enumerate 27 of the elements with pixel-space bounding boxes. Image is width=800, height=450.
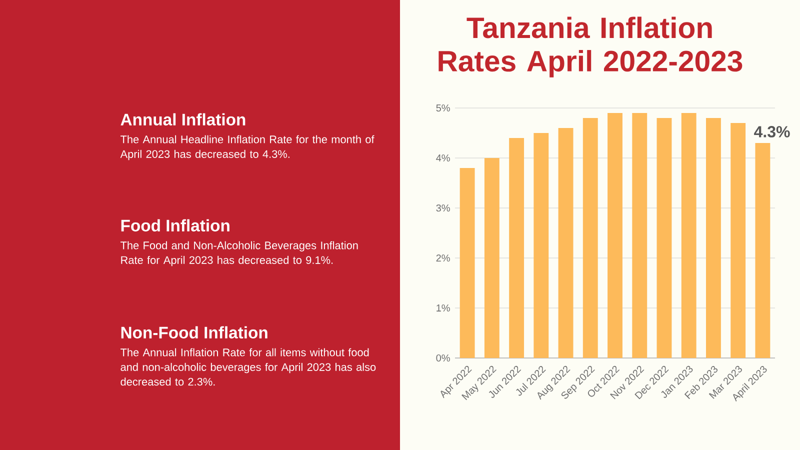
bar [656, 118, 672, 358]
y-tick-label: 4% [436, 154, 450, 162]
data-label: 4.3% [754, 126, 790, 138]
bar [706, 118, 721, 358]
y-tick-label: 3% [436, 204, 450, 212]
y-tick-label: 5% [436, 104, 450, 112]
bar [484, 158, 500, 358]
text: The Food and Non-Alcoholic Beverages Inflation Rate for April 2023 has decreased to 9.1%. [120, 241, 358, 266]
text: Annual Inflation [120, 113, 246, 126]
text: The Annual Headline Inflation Rate for the month of April 2023 has decreased to 4.3%. [120, 135, 374, 160]
bar [681, 112, 696, 358]
bar [755, 142, 770, 358]
bar [730, 122, 746, 358]
bar [582, 118, 598, 358]
chart-title: Tanzania Inflation Rates April 2022-2023 [438, 16, 742, 78]
bar [460, 168, 475, 358]
text: Food Inflation [121, 219, 230, 232]
y-tick-label: 0% [436, 354, 450, 362]
text: Non-Food Inflation [121, 326, 268, 339]
bar [608, 112, 622, 358]
y-tick-label: 1% [436, 304, 450, 312]
bar [632, 112, 648, 358]
text: The Annual Inflation Rate for all items without food and non-alcoholic beverages for April 2023 has also decreased to 2.3%. [120, 348, 376, 386]
y-tick-label: 2% [436, 254, 450, 262]
bar [558, 128, 574, 358]
bar [509, 138, 524, 358]
bar [534, 132, 549, 358]
